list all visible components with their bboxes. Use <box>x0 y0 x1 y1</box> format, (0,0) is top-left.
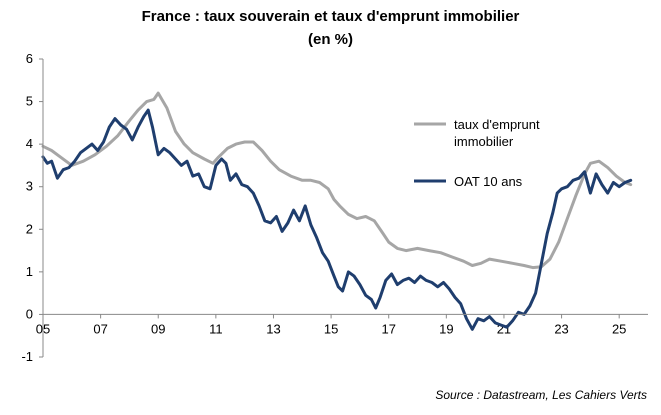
y-tick-label: 0 <box>26 306 33 321</box>
source-note: Source : Datastream, Les Cahiers Verts <box>435 388 647 402</box>
x-tick-label: 15 <box>324 321 338 336</box>
x-tick-label: 25 <box>612 321 626 336</box>
y-tick-label: 4 <box>26 136 33 151</box>
x-tick-label: 07 <box>93 321 107 336</box>
x-tick-label: 11 <box>209 321 223 336</box>
x-tick-label: 19 <box>439 321 453 336</box>
x-tick-label: 23 <box>554 321 568 336</box>
series-line-oat-10-ans <box>41 108 633 331</box>
legend-label: taux d'emprunt <box>454 117 540 132</box>
chart-title: France : taux souverain et taux d'emprun… <box>141 8 520 25</box>
y-tick-label: 5 <box>26 94 33 109</box>
series-line-taux-emprunt <box>41 91 633 270</box>
y-tick-label: 2 <box>26 221 33 236</box>
y-tick-label: -1 <box>21 349 33 364</box>
y-tick-label: 1 <box>26 264 33 279</box>
legend-label: immobilier <box>454 134 514 149</box>
y-tick-label: 6 <box>26 51 33 66</box>
chart-subtitle: (en %) <box>308 31 353 48</box>
x-tick-label: 13 <box>266 321 280 336</box>
x-tick-label: 17 <box>381 321 395 336</box>
y-tick-label: 3 <box>26 179 33 194</box>
x-tick-label: 09 <box>151 321 165 336</box>
legend-label: OAT 10 ans <box>454 174 523 189</box>
